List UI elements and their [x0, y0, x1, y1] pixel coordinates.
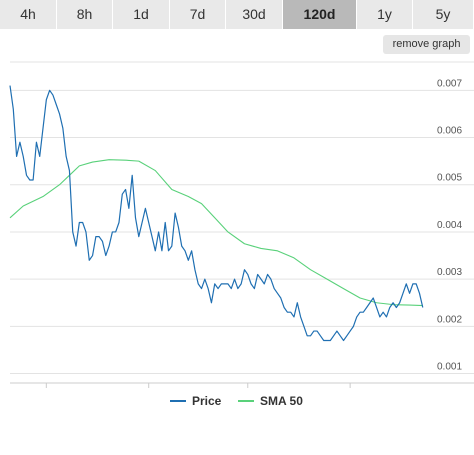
y-tick-label: 0.007	[437, 78, 462, 89]
price-chart: Oct '25Nov '25Dec '25Jan '26 0.0010.0020…	[9, 61, 474, 388]
y-tick-label: 0.004	[437, 220, 462, 231]
sma-50-line	[9, 159, 423, 307]
y-tick-label: 0.001	[437, 362, 462, 373]
legend-item-price[interactable]: Price	[170, 392, 221, 410]
range-tab-1d[interactable]: 1d	[113, 0, 170, 29]
legend-label-sma: SMA 50	[260, 394, 303, 408]
range-tab-30d[interactable]: 30d	[226, 0, 283, 29]
y-tick-label: 0.003	[437, 267, 462, 278]
grid-lines	[10, 61, 474, 375]
range-tab-5y[interactable]: 5y	[413, 0, 474, 29]
range-tabs: 4h 8h 1d 7d 30d 120d 1y 5y	[0, 0, 474, 29]
price-line	[9, 85, 424, 342]
legend-swatch-price	[170, 400, 186, 402]
range-tab-120d[interactable]: 120d	[283, 0, 357, 29]
legend-label-price: Price	[192, 394, 222, 408]
y-tick-label: 0.002	[437, 314, 462, 325]
series-layer	[9, 85, 424, 342]
legend-swatch-sma	[238, 400, 254, 402]
y-axis-labels: 0.001 0.002 0.003 0.004 0.005 0.006 0.007	[437, 78, 462, 372]
x-axis: Oct '25Nov '25Dec '25Jan '26	[10, 382, 474, 388]
range-tab-1y[interactable]: 1y	[357, 0, 413, 29]
y-tick-label: 0.005	[437, 173, 462, 184]
legend-item-sma[interactable]: SMA 50	[238, 392, 303, 410]
range-tab-4h[interactable]: 4h	[0, 0, 57, 29]
y-tick-label: 0.006	[437, 126, 462, 137]
range-tab-8h[interactable]: 8h	[57, 0, 113, 29]
remove-graph-button[interactable]: remove graph	[383, 35, 470, 54]
range-tab-7d[interactable]: 7d	[170, 0, 226, 29]
legend: Price SMA 50	[0, 392, 474, 410]
